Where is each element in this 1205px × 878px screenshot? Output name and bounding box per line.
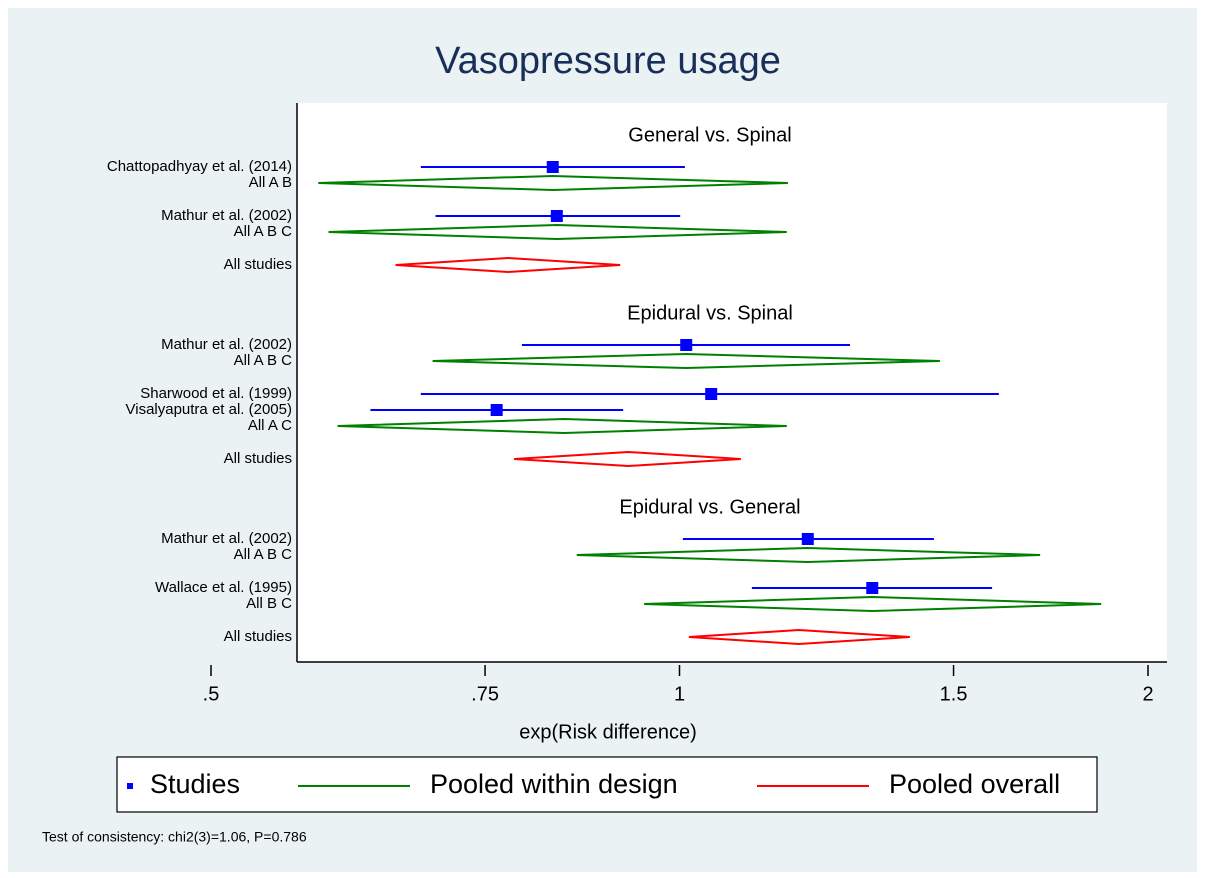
row-label: Chattopadhyay et al. (2014)	[107, 158, 292, 175]
pooled-diamond	[318, 174, 788, 192]
pooled-diamond	[337, 417, 787, 435]
study-estimate	[546, 161, 559, 173]
pooled-diamond	[432, 352, 940, 370]
study-estimate	[705, 388, 718, 400]
row-label: Visalyaputra et al. (2005)	[126, 401, 293, 418]
pooled-diamond	[328, 223, 787, 241]
row-label: All studies	[224, 628, 292, 645]
pooled-diamond	[514, 450, 741, 468]
row-label: Mathur et al. (2002)	[161, 207, 292, 224]
legend-label: Pooled overall	[889, 769, 1060, 799]
x-tick-label: .5	[203, 683, 220, 705]
x-tick-label: 2	[1142, 683, 1153, 705]
group-title: General vs. Spinal	[628, 124, 791, 146]
group-title: Epidural vs. General	[619, 496, 800, 518]
study-estimate	[680, 339, 693, 351]
pooled-diamond	[644, 595, 1102, 613]
row-label: Sharwood et al. (1999)	[140, 385, 292, 402]
study-estimate	[550, 210, 563, 222]
row-label: Mathur et al. (2002)	[161, 530, 292, 547]
row-label: Wallace et al. (1995)	[155, 579, 292, 596]
group-title: Epidural vs. Spinal	[627, 302, 793, 324]
row-label: All studies	[224, 256, 292, 273]
chart-title: Vasopressure usage	[435, 40, 781, 82]
row-label: All studies	[224, 450, 292, 467]
row-label: All B C	[246, 595, 292, 612]
row-label: Mathur et al. (2002)	[161, 336, 292, 353]
pooled-diamond	[688, 628, 910, 646]
study-estimate	[801, 533, 814, 545]
x-tick-label: 1	[674, 683, 685, 705]
note: Test of consistency: chi2(3)=1.06, P=0.7…	[42, 829, 307, 845]
legend	[116, 756, 1098, 813]
legend-label: Studies	[150, 769, 240, 799]
row-label: All A B C	[234, 223, 293, 240]
x-tick-label: 1.5	[940, 683, 968, 705]
legend-marker	[127, 783, 133, 789]
legend-label: Pooled within design	[430, 769, 678, 799]
pooled-diamond	[576, 546, 1041, 564]
pooled-diamond	[395, 256, 621, 274]
plot-area	[297, 103, 1167, 662]
row-label: All A C	[248, 417, 292, 434]
row-label: All A B C	[234, 546, 293, 563]
x-tick-label: .75	[471, 683, 499, 705]
x-axis-label: exp(Risk difference)	[519, 721, 696, 743]
row-label: All A B C	[234, 352, 293, 369]
study-estimate	[490, 404, 503, 416]
study-estimate	[866, 582, 879, 594]
row-label: All A B	[249, 174, 292, 191]
